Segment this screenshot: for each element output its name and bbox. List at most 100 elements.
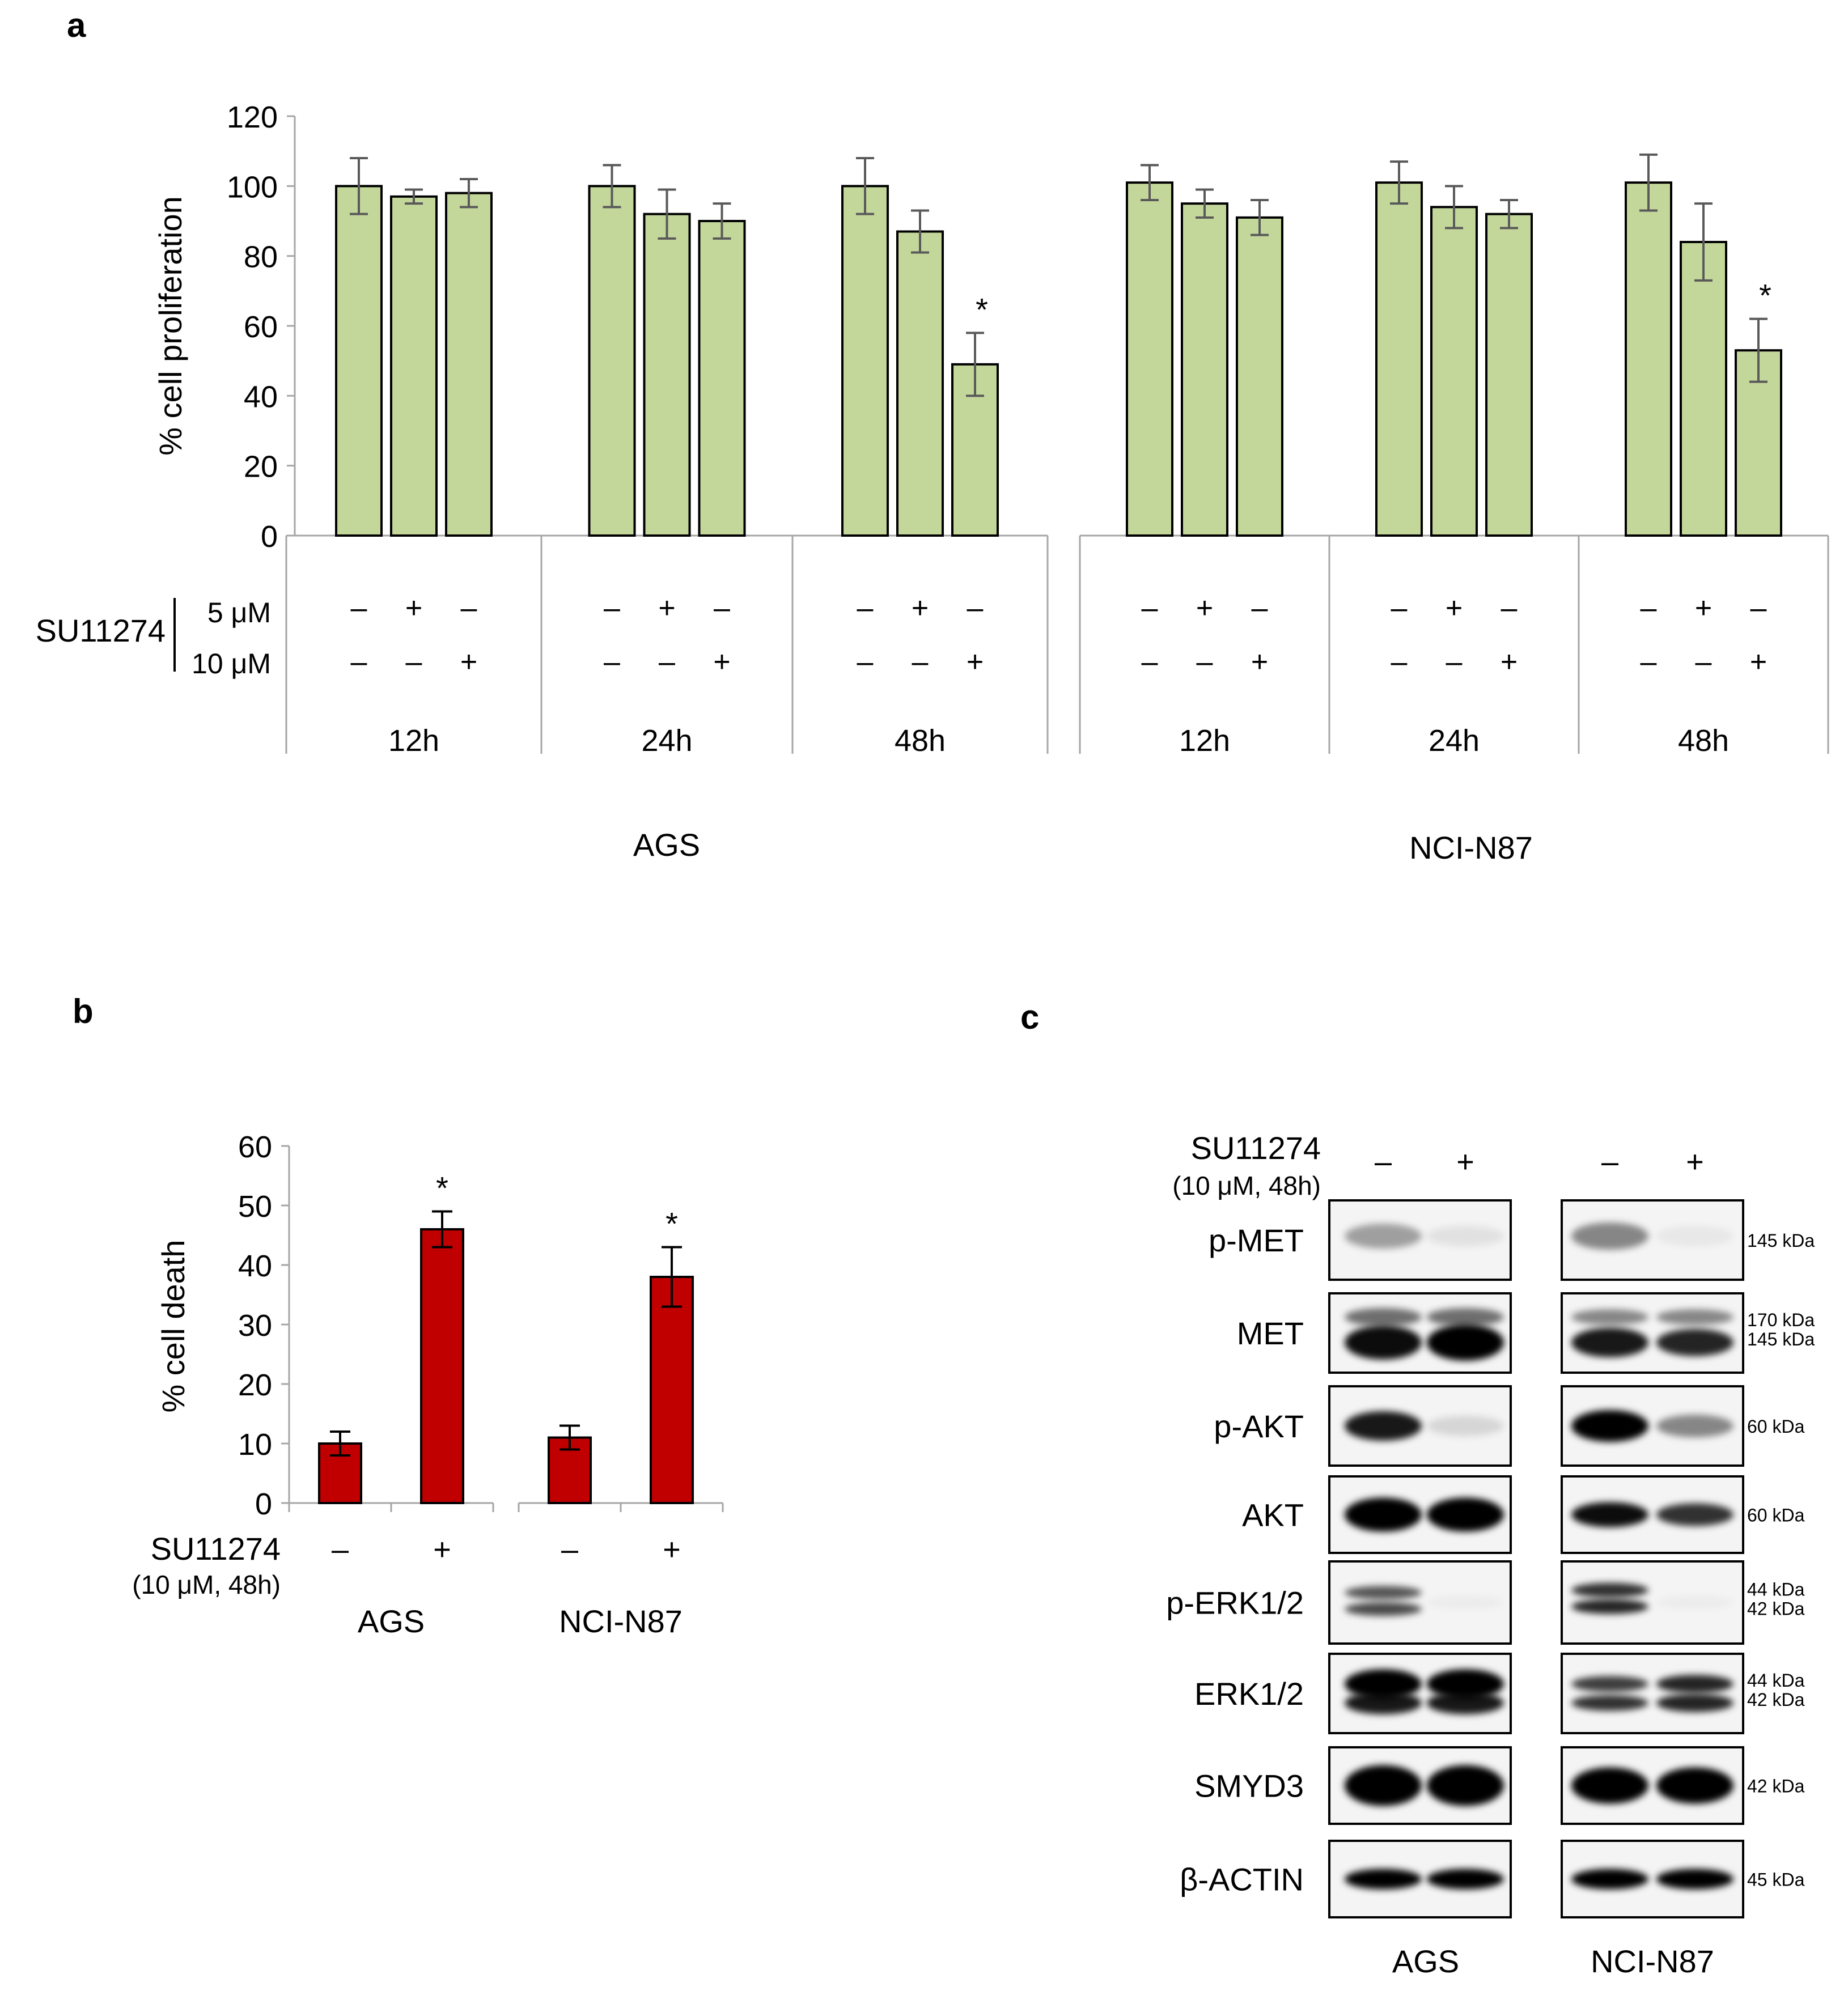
error-bar-b [560, 1424, 580, 1451]
dose-10uM-sign: – [1641, 646, 1657, 678]
western-blot-c: SU11274 (10 μM, 48h) – + – + p-MET 145 kDa MET 17… [1166, 1130, 1815, 1979]
dose-10uM-sign: + [1251, 646, 1268, 678]
blot-band [1571, 1599, 1648, 1614]
kda-label: 145 kDa [1747, 1230, 1815, 1251]
y-tick-label-b: 40 [238, 1249, 272, 1283]
dose-10uM-sign: + [1501, 646, 1518, 678]
error-bar-b [432, 1210, 452, 1249]
protein-label: p-ERK1/2 [1166, 1585, 1304, 1621]
dose-5uM-sign: + [1196, 592, 1213, 625]
kda-label: 60 kDa [1747, 1505, 1805, 1526]
blot-band [1656, 1693, 1733, 1712]
blot-band [1345, 1765, 1422, 1806]
dose-10uM-sign: + [460, 646, 477, 678]
blot-band [1427, 1497, 1504, 1532]
blot-band [1571, 1767, 1648, 1804]
y-tick-label-b: 20 [238, 1368, 272, 1402]
bar-a [588, 185, 636, 537]
panel-c-label: c [1020, 998, 1040, 1036]
treatment-label-b: SU11274 [151, 1531, 281, 1567]
error-bar-a [603, 164, 621, 209]
treatment-sign-b: – [332, 1532, 349, 1567]
cell-line-label-a: AGS [633, 827, 700, 863]
error-bar-a [1196, 188, 1214, 219]
dose-10uM-sign: + [1750, 646, 1767, 678]
dose-5uM-sign: + [1446, 592, 1463, 625]
treatment-sign-c: + [1686, 1145, 1704, 1179]
y-tick-label-a: 120 [227, 100, 278, 134]
error-bar-b [330, 1430, 350, 1457]
dose-10uM-sign: – [1391, 646, 1408, 678]
bar-a [445, 192, 493, 537]
bar-a [1375, 181, 1423, 537]
bar-a [1126, 181, 1173, 537]
kda-label: 60 kDa [1747, 1416, 1805, 1437]
blot-band [1345, 1669, 1422, 1699]
y-tick-label-b: 30 [238, 1309, 272, 1343]
cell-line-label-b: NCI-N87 [559, 1603, 683, 1639]
blot-band [1571, 1869, 1648, 1890]
sig-marker-a: * [1759, 278, 1771, 313]
error-bar-a [350, 157, 368, 215]
cell-line-label-a: NCI-N87 [1409, 830, 1533, 865]
treatment-sign-c: + [1456, 1145, 1474, 1179]
treatment-label-c: SU11274 [1191, 1130, 1321, 1166]
error-bar-a [1141, 164, 1159, 201]
dose-label-10uM: 10 μM [192, 648, 271, 680]
blot-band [1427, 1416, 1504, 1436]
y-tick-label-b: 0 [255, 1487, 272, 1521]
treatment-sub-c: (10 μM, 48h) [1172, 1171, 1321, 1200]
bar-b [318, 1442, 362, 1504]
dose-10uM-sign: – [912, 646, 929, 678]
dose-5uM-sign: – [714, 592, 730, 625]
error-bar-a [1390, 160, 1408, 205]
y-tick-label-b: 10 [238, 1428, 272, 1462]
cell-line-label-c: NCI-N87 [1591, 1943, 1714, 1979]
blot-band [1345, 1602, 1422, 1616]
chart-a-proliferation: 0 20 40 60 80 100 120 % cell proliferation – – + – –… [36, 100, 1829, 865]
kda-label: 44 kDa [1747, 1580, 1805, 1600]
bar-a [1181, 202, 1228, 537]
error-bar-b [662, 1246, 682, 1308]
error-bar-a [1251, 199, 1269, 236]
blot-band [1427, 1596, 1504, 1610]
y-axis-label-a: % cell proliferation [152, 196, 188, 456]
blot-band [1571, 1695, 1648, 1711]
blot-band [1427, 1669, 1504, 1699]
dose-10uM-sign: – [1696, 646, 1712, 678]
dose-10uM-sign: – [1446, 646, 1463, 678]
kda-label: 145 kDa [1747, 1329, 1815, 1349]
bar-a [643, 213, 691, 537]
time-label-a: 12h [388, 724, 439, 758]
error-bar-a [405, 188, 423, 205]
dose-10uM-sign: – [1142, 646, 1158, 678]
dose-10uM-sign: – [659, 646, 675, 678]
blot-band [1656, 1767, 1733, 1804]
dose-5uM-sign: + [658, 592, 675, 625]
dose-label-5uM: 5 μM [207, 597, 271, 629]
dose-5uM-sign: – [1750, 592, 1767, 625]
bar-a [1236, 216, 1283, 537]
blot-band [1345, 1691, 1422, 1714]
y-tick-label-a: 20 [244, 450, 278, 484]
dose-10uM-sign: + [713, 646, 730, 678]
sig-marker-b: * [666, 1206, 678, 1242]
blot-band [1427, 1869, 1504, 1890]
blot-band [1656, 1309, 1733, 1325]
dose-5uM-sign: – [604, 592, 620, 625]
kda-label: 45 kDa [1747, 1870, 1805, 1890]
y-tick-label-a: 80 [244, 240, 278, 274]
protein-label: SMYD3 [1194, 1768, 1304, 1804]
cell-line-label-c: AGS [1392, 1943, 1459, 1979]
protein-label: ERK1/2 [1194, 1676, 1304, 1712]
chart-b-cell-death: 0 10 20 30 40 50 60 % cell death – * + AGS – * + NCI-N8… [132, 1130, 724, 1639]
dose-10uM-sign: – [406, 646, 422, 678]
protein-label: p-AKT [1214, 1408, 1304, 1444]
error-bar-a [1749, 317, 1768, 383]
sig-marker-b: * [436, 1170, 448, 1206]
dose-5uM-sign: + [1695, 592, 1712, 625]
blot-band [1571, 1582, 1648, 1598]
dose-10uM-sign: – [1197, 646, 1213, 678]
bar-a [1680, 241, 1727, 537]
